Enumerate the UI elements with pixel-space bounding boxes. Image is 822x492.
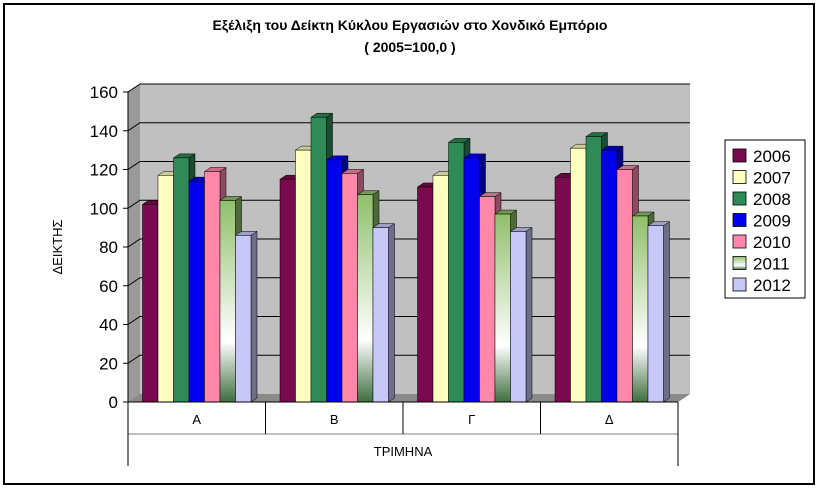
x-category-label: Β bbox=[330, 412, 339, 427]
legend-swatch bbox=[732, 256, 747, 270]
bar-front bbox=[463, 157, 480, 403]
bar-front bbox=[372, 227, 389, 403]
bar-front bbox=[173, 157, 190, 403]
x-category-label: Γ bbox=[468, 412, 475, 427]
bar-front bbox=[357, 194, 374, 403]
x-category-label: Α bbox=[192, 412, 201, 427]
bar-2012-Δ bbox=[647, 221, 671, 403]
y-tick-label: 0 bbox=[109, 393, 118, 412]
gridline bbox=[127, 122, 690, 132]
bar-front bbox=[417, 186, 434, 403]
legend-label: 2006 bbox=[753, 147, 791, 166]
bars bbox=[141, 112, 671, 403]
bar-front bbox=[204, 171, 221, 403]
legend-items: 2006 2007 2008 2009 2010 2011 2012 bbox=[732, 147, 791, 295]
chart-title: Εξέλιξη του Δείκτη Κύκλου Εργασιών στο Χ… bbox=[213, 17, 608, 33]
legend-label: 2008 bbox=[753, 190, 791, 209]
floor bbox=[128, 394, 690, 402]
bar-front bbox=[341, 173, 358, 403]
y-tick-label: 120 bbox=[90, 161, 118, 180]
chart-subtitle: ( 2005=100,0 ) bbox=[364, 39, 455, 55]
y-ticks: 0 20 40 60 80 100 120 140 160 bbox=[90, 83, 128, 412]
bar-front bbox=[157, 175, 174, 403]
bar-front bbox=[326, 159, 343, 403]
bar-2012-Γ bbox=[509, 227, 533, 403]
bar-front bbox=[554, 177, 571, 403]
bar-front bbox=[310, 116, 327, 403]
legend-swatch bbox=[732, 191, 747, 206]
y-tick-label: 140 bbox=[90, 122, 118, 141]
bar-front bbox=[510, 231, 527, 403]
bar-side bbox=[663, 221, 670, 403]
y-tick-label: 20 bbox=[99, 354, 118, 373]
legend-swatch bbox=[732, 170, 747, 184]
gridline bbox=[127, 83, 690, 93]
bar-front bbox=[585, 136, 602, 403]
bar-front bbox=[647, 225, 664, 403]
bar-front bbox=[632, 215, 649, 403]
legend-label: 2007 bbox=[753, 169, 791, 188]
y-tick-label: 80 bbox=[99, 238, 118, 257]
bar-front bbox=[219, 200, 236, 403]
gridline bbox=[127, 161, 690, 170]
x-axis-label: ΤΡΙΜΗΝΑ bbox=[374, 444, 433, 459]
bar-side bbox=[388, 223, 395, 403]
bar-front bbox=[601, 149, 618, 403]
back-wall bbox=[128, 84, 690, 402]
bar-front bbox=[448, 142, 465, 403]
x-categories: Α Β Γ Δ bbox=[192, 402, 614, 434]
bar-front bbox=[295, 149, 312, 403]
bar-front bbox=[479, 196, 496, 403]
legend-label: 2011 bbox=[753, 255, 790, 274]
x-category-label: Δ bbox=[605, 412, 614, 427]
legend-swatch bbox=[732, 213, 747, 227]
bar-front bbox=[142, 204, 159, 403]
bar-front bbox=[432, 175, 449, 403]
bar-front bbox=[570, 147, 587, 403]
legend-label: 2012 bbox=[753, 276, 791, 295]
y-tick-label: 60 bbox=[99, 277, 118, 296]
bar-side bbox=[250, 230, 258, 403]
bar-front bbox=[616, 169, 633, 403]
gridline bbox=[127, 199, 690, 209]
legend-swatch bbox=[732, 234, 747, 249]
legend-label: 2009 bbox=[753, 212, 791, 231]
bar-front bbox=[494, 213, 511, 403]
bar-front bbox=[279, 178, 296, 403]
y-tick-label: 40 bbox=[99, 316, 118, 335]
bar-2012-Β bbox=[372, 223, 396, 403]
y-axis-label: ΔΕΙΚΤΗΣ bbox=[50, 219, 65, 274]
legend-label: 2010 bbox=[753, 233, 791, 252]
y-tick-label: 160 bbox=[90, 83, 118, 102]
y-tick-label: 100 bbox=[90, 199, 118, 218]
bar-front bbox=[235, 235, 252, 403]
bar-side bbox=[525, 227, 533, 403]
legend-swatch bbox=[732, 148, 747, 163]
bar-front bbox=[188, 180, 205, 403]
legend: 2006 2007 2008 2009 2010 2011 2012 bbox=[724, 139, 806, 299]
x-category-table: Α Β Γ Δ bbox=[127, 402, 679, 466]
legend-swatch bbox=[732, 277, 747, 292]
bar-2012-Α bbox=[234, 230, 258, 403]
